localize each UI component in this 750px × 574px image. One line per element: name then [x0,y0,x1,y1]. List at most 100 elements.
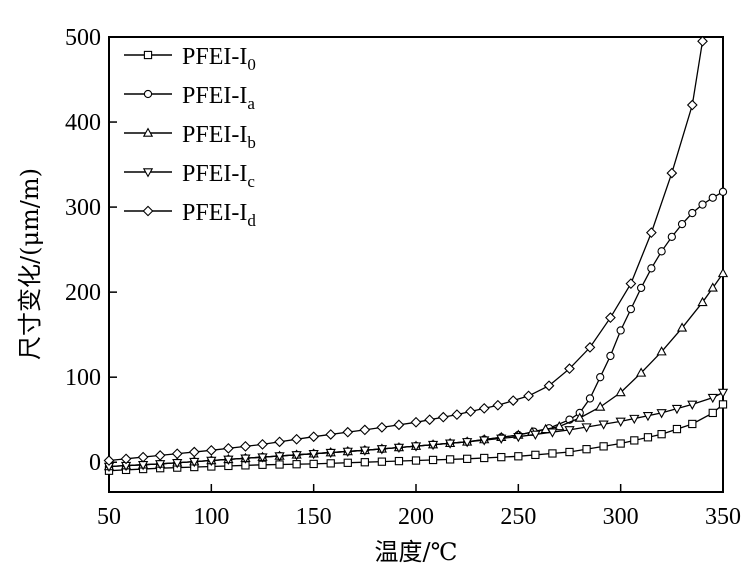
data-point [437,411,449,423]
data-point [626,304,636,314]
data-point [257,438,268,450]
legend-subscript: d [247,211,256,230]
data-point [206,456,217,467]
data-point [687,400,698,410]
data-point [636,283,646,293]
data-point [574,412,585,422]
legend-marker [143,50,153,60]
data-point [677,219,687,229]
data-point [274,436,285,448]
data-point [393,419,405,431]
data-point [189,457,200,468]
data-point [480,453,489,463]
y-tick-label: 0 [89,450,101,476]
x-tick-label: 250 [500,504,536,530]
data-point [717,267,729,278]
data-point [308,449,319,460]
data-point [342,447,353,457]
data-point [554,420,565,431]
data-point [325,448,336,459]
data-point [496,434,507,444]
series-layer [103,35,729,475]
data-point [291,451,302,461]
data-point [514,452,523,461]
x-tick-label: 350 [705,504,741,530]
data-point [598,420,609,430]
data-point [292,460,301,469]
data-point [462,438,473,448]
data-point [698,200,707,209]
data-point [240,454,251,464]
x-tick-label: 100 [193,504,229,530]
data-point [547,428,558,438]
data-point [718,400,728,409]
axis-ticks: 50 100 150 200 250 300 350 0 100 200 300 400 500 [65,25,741,530]
data-point [582,445,591,454]
series-0 [104,400,728,475]
data-point [492,399,504,411]
data-point [326,459,335,468]
data-point [359,446,370,456]
legend-marker [143,89,153,99]
data-point [205,444,217,456]
x-tick-label: 50 [97,504,121,530]
x-tick-label: 200 [398,504,434,530]
data-point [478,402,490,414]
data-point [172,459,183,469]
data-point [342,426,354,438]
data-point [585,394,595,403]
data-point [410,416,422,428]
y-tick-label: 400 [65,110,101,136]
data-point [393,443,405,454]
data-point [428,455,438,465]
legend-item: PFEI-Ib [124,122,256,152]
data-point [564,363,575,375]
data-point [629,414,640,425]
data-point [642,411,654,422]
x-tick-label: 300 [603,504,639,530]
legend-name: PFEI-I [182,161,247,187]
data-point [584,342,596,353]
data-point [643,433,653,442]
data-point [376,445,388,455]
data-point [343,458,352,467]
data-point [427,440,439,451]
data-point [137,451,149,463]
legend-subscript: 0 [247,55,256,74]
data-point [656,346,667,356]
legend-subscript: a [247,94,255,113]
data-point [647,264,656,273]
data-point [309,459,318,469]
data-point [564,426,575,436]
data-point [657,247,666,256]
data-point [605,312,616,324]
legend-label: PFEI-Ic [182,161,255,191]
legend-label: PFEI-Id [182,200,256,230]
data-point [424,414,436,426]
data-point [688,419,697,429]
data-point [376,421,388,433]
series-d [103,35,708,466]
data-point [606,351,615,361]
data-point [188,446,200,458]
data-point [718,187,728,196]
data-point [120,453,132,465]
data-point [688,208,697,218]
data-point [708,193,717,202]
data-point [707,393,718,404]
data-point [497,452,506,462]
y-tick-label: 200 [65,280,101,306]
data-point [595,401,606,411]
data-point [707,282,718,292]
data-point [530,430,541,440]
data-point [615,417,626,427]
data-point [291,433,302,445]
data-point [274,452,285,462]
data-point [223,442,234,454]
data-point [411,456,421,465]
data-point [708,408,717,418]
data-point [154,450,166,461]
data-point [697,35,708,47]
data-point [543,380,555,392]
